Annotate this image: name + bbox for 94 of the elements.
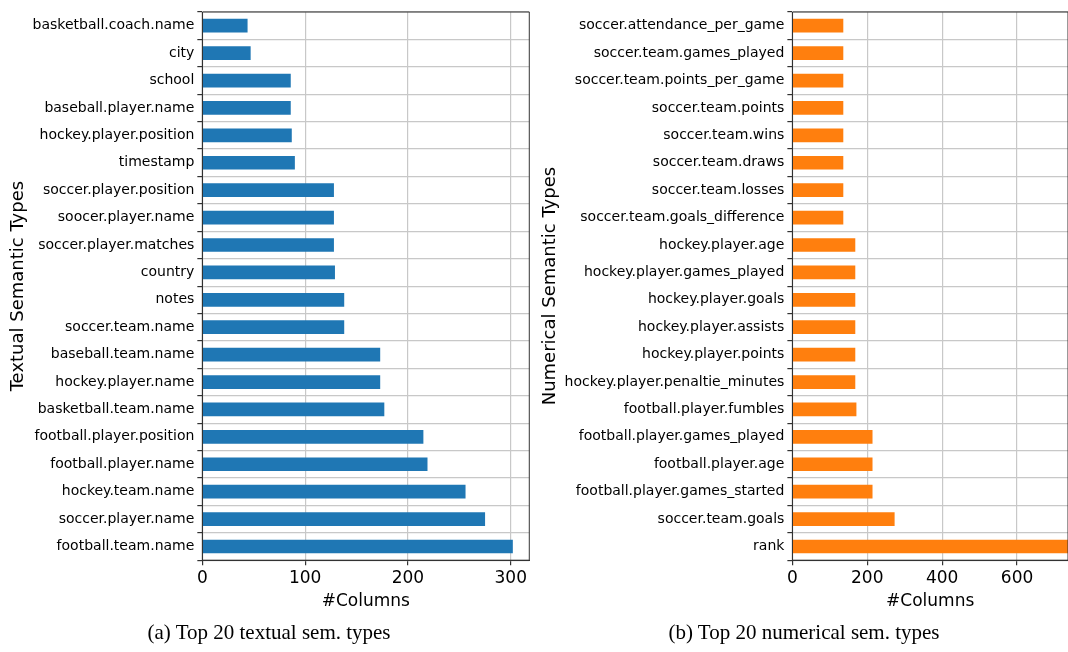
y-tick-label: city [168,43,195,60]
x-tick-label: 300 [494,566,527,587]
bar [202,484,466,499]
y-tick-label: country [140,263,195,280]
x-axis-title: #Columns [321,590,411,611]
y-tick-label: soocer.player.name [57,208,195,225]
y-tick-label: football.team.name [56,537,195,554]
y-tick-label: soccer.team.goals [657,509,785,526]
bar [202,128,292,143]
bar [202,347,381,362]
y-tick-label: soccer.team.goals_difference [580,208,785,225]
x-tick-label: 0 [196,566,208,587]
bar [202,18,248,33]
bar [792,320,856,335]
x-axis-title: #Columns [886,590,975,611]
y-tick-label: football.player.games_started [575,482,785,499]
x-tick-label: 200 [391,566,425,587]
y-tick-label: hockey.player.assists [637,317,785,334]
y-tick-label: soccer.team.points_per_game [574,71,785,88]
y-tick-label: hockey.player.age [659,235,785,252]
y-tick-label: soccer.team.wins [663,125,785,142]
bar [792,347,856,362]
y-tick-label: timestamp [118,153,195,170]
y-tick-label: football.player.games_played [578,427,785,444]
y-tick-label: soccer.attendance_per_game [578,16,785,33]
y-tick-label: basketball.team.name [37,400,195,417]
bar [202,430,424,444]
x-tick-label: 600 [1000,566,1034,587]
text: (b) Top 20 numerical sem. types [667,620,941,645]
y-tick-label: hockey.team.name [61,482,195,499]
bar [792,484,873,499]
bar [792,101,844,115]
y-tick-label: soccer.team.losses [651,180,785,197]
x-tick-label: 200 [851,566,884,587]
bar [202,73,291,88]
bar [202,183,334,198]
y-tick-label: hockey.player.goals [647,290,785,307]
y-tick-label: hockey.player.penaltie_minutes [564,372,785,389]
bar [792,539,1068,554]
bar [202,320,345,335]
y-tick-label: soccer.team.draws [652,153,785,170]
y-tick-label: rank [753,537,786,554]
y-tick-label: school [149,71,195,88]
y-tick-label: soccer.team.points [651,98,785,115]
text: (a) Top 20 textual sem. types [146,620,392,645]
x-tick-label: 400 [925,566,959,587]
bar [202,155,295,170]
y-tick-label: hockey.player.points [642,345,785,362]
x-tick-label: 100 [288,566,322,587]
bar [792,430,873,444]
y-tick-label: football.player.name [50,454,195,471]
y-tick-label: soccer.player.name [58,509,195,526]
bar [792,402,857,417]
bar [792,265,856,280]
y-tick-label: basketball.coach.name [32,16,195,33]
bar [792,292,856,307]
y-tick-label: baseball.player.name [44,98,195,115]
y-axis-title: Numerical Semantic Types [538,166,560,406]
bar [202,265,335,280]
bar [792,18,844,33]
y-tick-label: hockey.player.position [39,125,195,142]
bar [202,238,334,252]
y-tick-label: hockey.player.name [55,372,195,389]
y-tick-label: baseball.team.name [50,345,195,362]
y-tick-label: hockey.player.games_played [583,263,785,280]
bar [792,512,895,526]
x-tick-label: 0 [786,566,798,587]
bar [792,46,844,60]
bar [202,375,381,389]
bar [792,128,844,143]
bar [792,457,873,472]
y-tick-label: soccer.player.matches [38,235,195,252]
bar [202,457,428,472]
y-tick-label: football.player.fumbles [623,400,785,417]
bar [202,539,513,554]
y-tick-label: soccer.team.name [65,317,195,334]
bar [792,155,844,170]
y-tick-label: soccer.team.games_played [593,43,785,60]
bar [792,73,844,88]
bar [202,101,291,115]
bar [792,210,844,225]
y-tick-label: football.player.position [34,427,195,444]
bar [792,375,856,389]
y-tick-label: football.player.age [653,454,785,471]
y-axis-title: Textual Semantic Types [6,180,28,393]
bar [792,183,844,198]
bar [202,210,334,225]
bar [202,292,345,307]
bar [202,46,251,60]
y-tick-label: soccer.player.position [42,180,195,197]
bar [202,402,385,417]
bar [792,238,856,252]
y-tick-label: notes [155,290,195,307]
bar [202,512,486,526]
